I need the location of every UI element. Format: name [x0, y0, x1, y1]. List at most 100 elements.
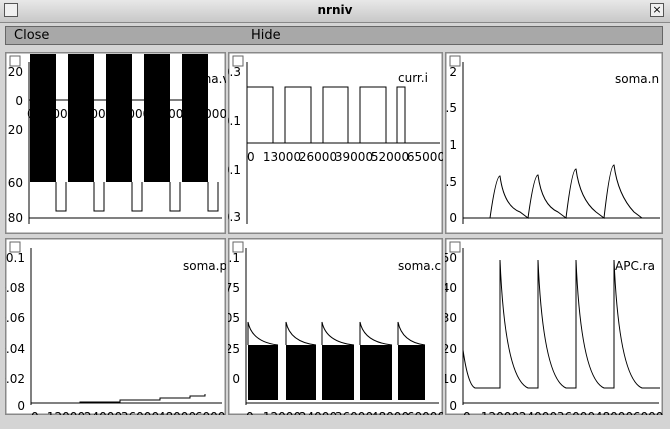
y-tick-label: 0	[449, 211, 457, 225]
trace	[321, 321, 355, 346]
trace-block	[398, 345, 425, 400]
trace	[462, 259, 660, 389]
window-title: nrniv	[317, 3, 353, 17]
trace-block	[30, 54, 56, 182]
trace	[359, 321, 393, 346]
x-tick-label: 65000	[407, 150, 443, 164]
trace	[397, 321, 426, 346]
y-tick-label: 0.06	[5, 311, 25, 325]
trace	[40, 394, 206, 404]
y-tick-label: 0.02	[5, 372, 25, 386]
graph-panel: curr.i 0.3 0.1 0.1 0.3 0 130002600039000520006…	[228, 52, 443, 234]
trace-block	[286, 345, 316, 400]
y-tick-label: 40	[445, 281, 457, 295]
trace	[93, 182, 105, 212]
panel-checkbox[interactable]	[449, 241, 461, 253]
title-bar: nrniv ×	[0, 0, 670, 23]
trace-block	[144, 54, 170, 182]
panel-checkbox[interactable]	[9, 241, 21, 253]
x-tick-label: 24000	[84, 410, 122, 415]
y-tick-label: 10	[445, 372, 457, 386]
graph-label: curr.i	[398, 71, 428, 85]
graph-panel: APC.ra 50 40 30 20 10 0 0 1200024000360004800060…	[445, 238, 663, 415]
trace-block	[68, 54, 94, 182]
close-button[interactable]: ×	[650, 3, 664, 17]
trace	[247, 321, 279, 346]
trace	[207, 182, 219, 212]
graph-panel: soma.v20020608003000600090001200015000	[5, 52, 226, 234]
menu-item[interactable]: Hide	[251, 28, 281, 43]
panel-border	[228, 238, 443, 415]
x-tick-label: 60000	[407, 410, 443, 415]
y-tick-label: 50	[445, 251, 457, 265]
y-tick-label: 0	[17, 399, 25, 413]
panel-checkbox[interactable]	[9, 55, 21, 67]
panel-border	[445, 238, 663, 415]
y-tick-label: 20	[8, 65, 23, 79]
trace	[55, 182, 67, 212]
x-tick-label: 60000	[633, 410, 663, 415]
panel-border	[445, 52, 663, 234]
x-tick-label: 36000	[335, 410, 373, 415]
x-tick-label: 39000	[335, 150, 373, 164]
y-tick-label: 0.1	[6, 251, 25, 265]
trace-block	[360, 345, 392, 400]
menu-item[interactable]: Close	[14, 28, 50, 43]
x-tick-label: 0	[246, 410, 254, 415]
x-tick-label: 24000	[299, 410, 337, 415]
x-tick-label: 0	[31, 410, 39, 415]
graph-label: APC.ra	[615, 259, 655, 273]
graph-panel: soma.c 0.1 0.075 0.05 0.025 0 0 120002400036000…	[228, 238, 443, 415]
y-tick-label: 0.1	[228, 251, 240, 265]
x-tick-label: 12000	[481, 410, 519, 415]
y-tick-label: 80	[8, 211, 23, 225]
graph-panel: soma.n 2 1.5 1 0.5 0	[445, 52, 663, 234]
y-tick-label: 0	[15, 94, 23, 108]
y-tick-label: 2	[449, 65, 457, 79]
y-tick-label: 0.1	[228, 114, 241, 128]
y-tick-label: 20	[445, 342, 457, 356]
trace	[285, 321, 317, 346]
graph-panel: soma.p 0.1 0.08 0.06 0.04 0.02 0 0 1200024000360…	[5, 238, 226, 415]
x-tick-label: 12000	[263, 410, 301, 415]
x-tick-label: 0	[463, 410, 471, 415]
panel-checkbox[interactable]	[232, 241, 244, 253]
window-menu-button[interactable]	[4, 3, 18, 17]
y-tick-label: 20	[8, 123, 23, 137]
panel-checkbox[interactable]	[232, 55, 244, 67]
x-tick-label: 13000	[263, 150, 301, 164]
y-tick-label: 1.5	[445, 101, 457, 115]
y-tick-label: 0	[449, 399, 457, 413]
menu-bar: Close Hide	[5, 26, 663, 45]
x-tick-label: 48000	[595, 410, 633, 415]
panel-border	[228, 52, 443, 234]
x-tick-label: 0	[247, 150, 255, 164]
y-tick-label: 0.05	[228, 311, 240, 325]
panel-checkbox[interactable]	[449, 55, 461, 67]
trace	[131, 182, 143, 212]
x-tick-label: 24000	[519, 410, 557, 415]
panel-border	[5, 52, 226, 234]
y-tick-label: 0.3	[228, 65, 241, 79]
x-tick-label: 60000	[195, 410, 226, 415]
y-tick-label: 0	[232, 372, 240, 386]
y-tick-label: 1	[449, 138, 457, 152]
trace-block	[322, 345, 354, 400]
y-tick-label: 0.075	[228, 281, 240, 295]
trace	[169, 182, 181, 212]
x-tick-label: 26000	[299, 150, 337, 164]
trace	[246, 86, 440, 144]
y-tick-label: 0.025	[228, 342, 240, 356]
y-tick-label: 0.1	[228, 163, 241, 177]
graph-label: soma.p	[183, 259, 226, 273]
y-tick-label: 30	[445, 311, 457, 325]
trace-block	[248, 345, 278, 400]
x-tick-label: 36000	[121, 410, 159, 415]
graph-label: soma.c	[398, 259, 441, 273]
panel-border	[5, 238, 226, 415]
trace-block	[106, 54, 132, 182]
y-tick-label: 0.3	[228, 210, 241, 224]
graph-label: soma.n	[615, 72, 659, 86]
y-tick-label: 0.04	[5, 342, 25, 356]
